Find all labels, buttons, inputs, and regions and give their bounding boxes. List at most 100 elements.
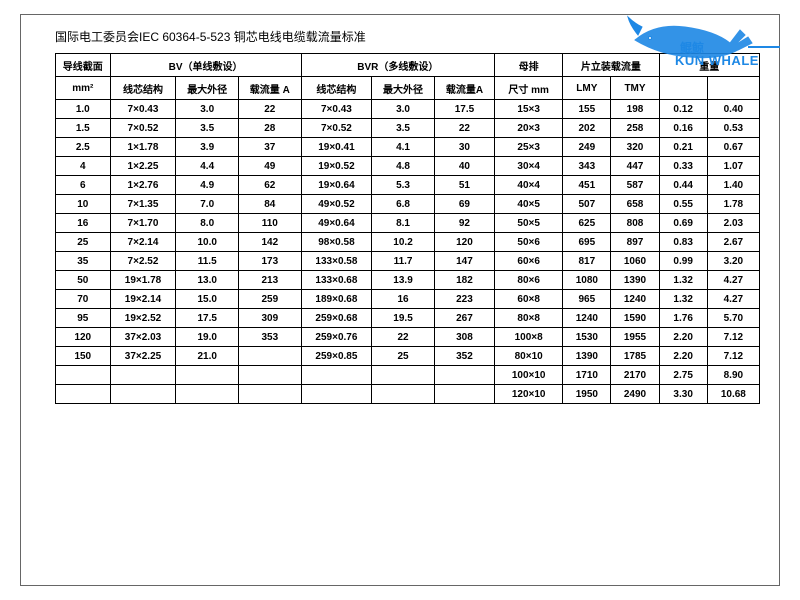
cell: 4.27 [707,271,759,290]
hdr-sub-6: 尺寸 mm [495,77,563,100]
cell: 19×0.41 [301,138,372,157]
cell: 249 [563,138,611,157]
cell: 2.03 [707,214,759,233]
cell: 37×2.25 [110,347,176,366]
cell: 19×2.14 [110,290,176,309]
cell: 7.12 [707,328,759,347]
cell: 223 [434,290,494,309]
cell: 2.5 [56,138,111,157]
cell: 817 [563,252,611,271]
cell: 8.0 [176,214,239,233]
cell: 1.76 [659,309,707,328]
cell: 19.0 [176,328,239,347]
cell: 0.44 [659,176,707,195]
cell: 60×8 [495,290,563,309]
table-row: 61×2.764.96219×0.645.35140×44515870.441.… [56,176,760,195]
cell: 259×0.76 [301,328,372,347]
cell: 213 [239,271,302,290]
cell: 6 [56,176,111,195]
cell: 308 [434,328,494,347]
cell: 80×8 [495,309,563,328]
cell: 25 [56,233,111,252]
cell: 19×1.78 [110,271,176,290]
cell: 7×2.52 [110,252,176,271]
cell: 2170 [611,366,659,385]
cell: 507 [563,195,611,214]
cell: 1080 [563,271,611,290]
table-row: 12037×2.0319.0353259×0.7622308100×815301… [56,328,760,347]
cell: 3.0 [372,100,435,119]
cell: 3.30 [659,385,707,404]
cell [239,385,302,404]
cell [239,366,302,385]
cell: 259 [239,290,302,309]
cell: 0.21 [659,138,707,157]
cell: 84 [239,195,302,214]
cell: 2.75 [659,366,707,385]
hdr-bv: BV（单线敷设） [110,54,301,77]
cell: 21.0 [176,347,239,366]
cell: 22 [239,100,302,119]
cell: 8.1 [372,214,435,233]
cell: 0.12 [659,100,707,119]
table-body: 1.07×0.433.0227×0.433.017.515×31551980.1… [56,100,760,404]
cell: 40×5 [495,195,563,214]
cell: 155 [563,100,611,119]
cell: 1390 [563,347,611,366]
cell: 17.5 [434,100,494,119]
cell: 3.9 [176,138,239,157]
cell: 51 [434,176,494,195]
cell: 147 [434,252,494,271]
cell: 625 [563,214,611,233]
cell [176,385,239,404]
cell: 320 [611,138,659,157]
cell: 70 [56,290,111,309]
cell: 10.0 [176,233,239,252]
cell: 10.68 [707,385,759,404]
cell: 309 [239,309,302,328]
cell: 17.5 [176,309,239,328]
cell: 35 [56,252,111,271]
cell: 198 [611,100,659,119]
cell: 7×1.70 [110,214,176,233]
table-row: 9519×2.5217.5309259×0.6819.526780×812401… [56,309,760,328]
cell: 1.32 [659,290,707,309]
cell [176,366,239,385]
cell: 0.55 [659,195,707,214]
page-title: 国际电工委员会IEC 60364-5-523 铜芯电线电缆载流量标准 [55,28,760,45]
table-row: 357×2.5211.5173133×0.5811.714760×6817106… [56,252,760,271]
cell: 10 [56,195,111,214]
table-row: 1.07×0.433.0227×0.433.017.515×31551980.1… [56,100,760,119]
cell: 1530 [563,328,611,347]
cell: 49 [239,157,302,176]
cell: 1.78 [707,195,759,214]
cell: 4.27 [707,290,759,309]
hdr-sub-1: 最大外径 [176,77,239,100]
cell: 100×10 [495,366,563,385]
cell: 22 [372,328,435,347]
cell: 1×2.25 [110,157,176,176]
cell: 28 [239,119,302,138]
table-row: 257×2.1410.014298×0.5810.212050×66958970… [56,233,760,252]
cell: 1240 [563,309,611,328]
cell: 19.5 [372,309,435,328]
cell: 4.1 [372,138,435,157]
cell: 808 [611,214,659,233]
cell [372,385,435,404]
table-header: 导线截面 BV（单线敷设） BVR（多线敷设） 母排 片立装载流量 重量 mm²… [56,54,760,100]
hdr-sub-9 [659,77,707,100]
cell: 19×0.64 [301,176,372,195]
cell: 1.40 [707,176,759,195]
cell: 7×0.43 [110,100,176,119]
table-row: 15037×2.2521.0 259×0.852535280×101390178… [56,347,760,366]
cell: 50×6 [495,233,563,252]
cell: 69 [434,195,494,214]
table-row: 2.51×1.783.93719×0.414.13025×32493200.21… [56,138,760,157]
cell: 120 [56,328,111,347]
cell: 352 [434,347,494,366]
cell: 4.4 [176,157,239,176]
cell: 3.5 [372,119,435,138]
table-row: 7019×2.1415.0259189×0.681622360×89651240… [56,290,760,309]
cell: 16 [372,290,435,309]
hdr-weight: 重量 [659,54,759,77]
